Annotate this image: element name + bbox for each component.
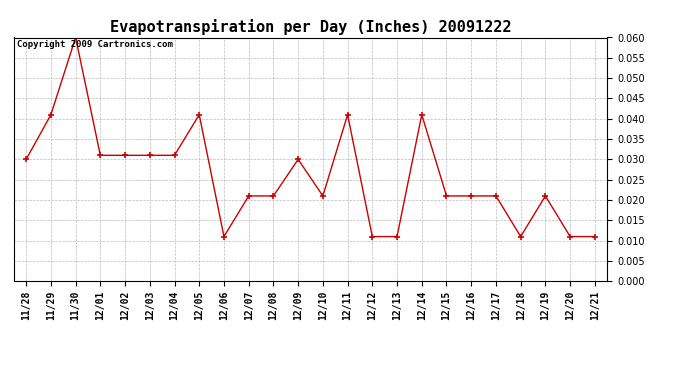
Title: Evapotranspiration per Day (Inches) 20091222: Evapotranspiration per Day (Inches) 2009… [110,19,511,35]
Text: Copyright 2009 Cartronics.com: Copyright 2009 Cartronics.com [17,40,172,49]
